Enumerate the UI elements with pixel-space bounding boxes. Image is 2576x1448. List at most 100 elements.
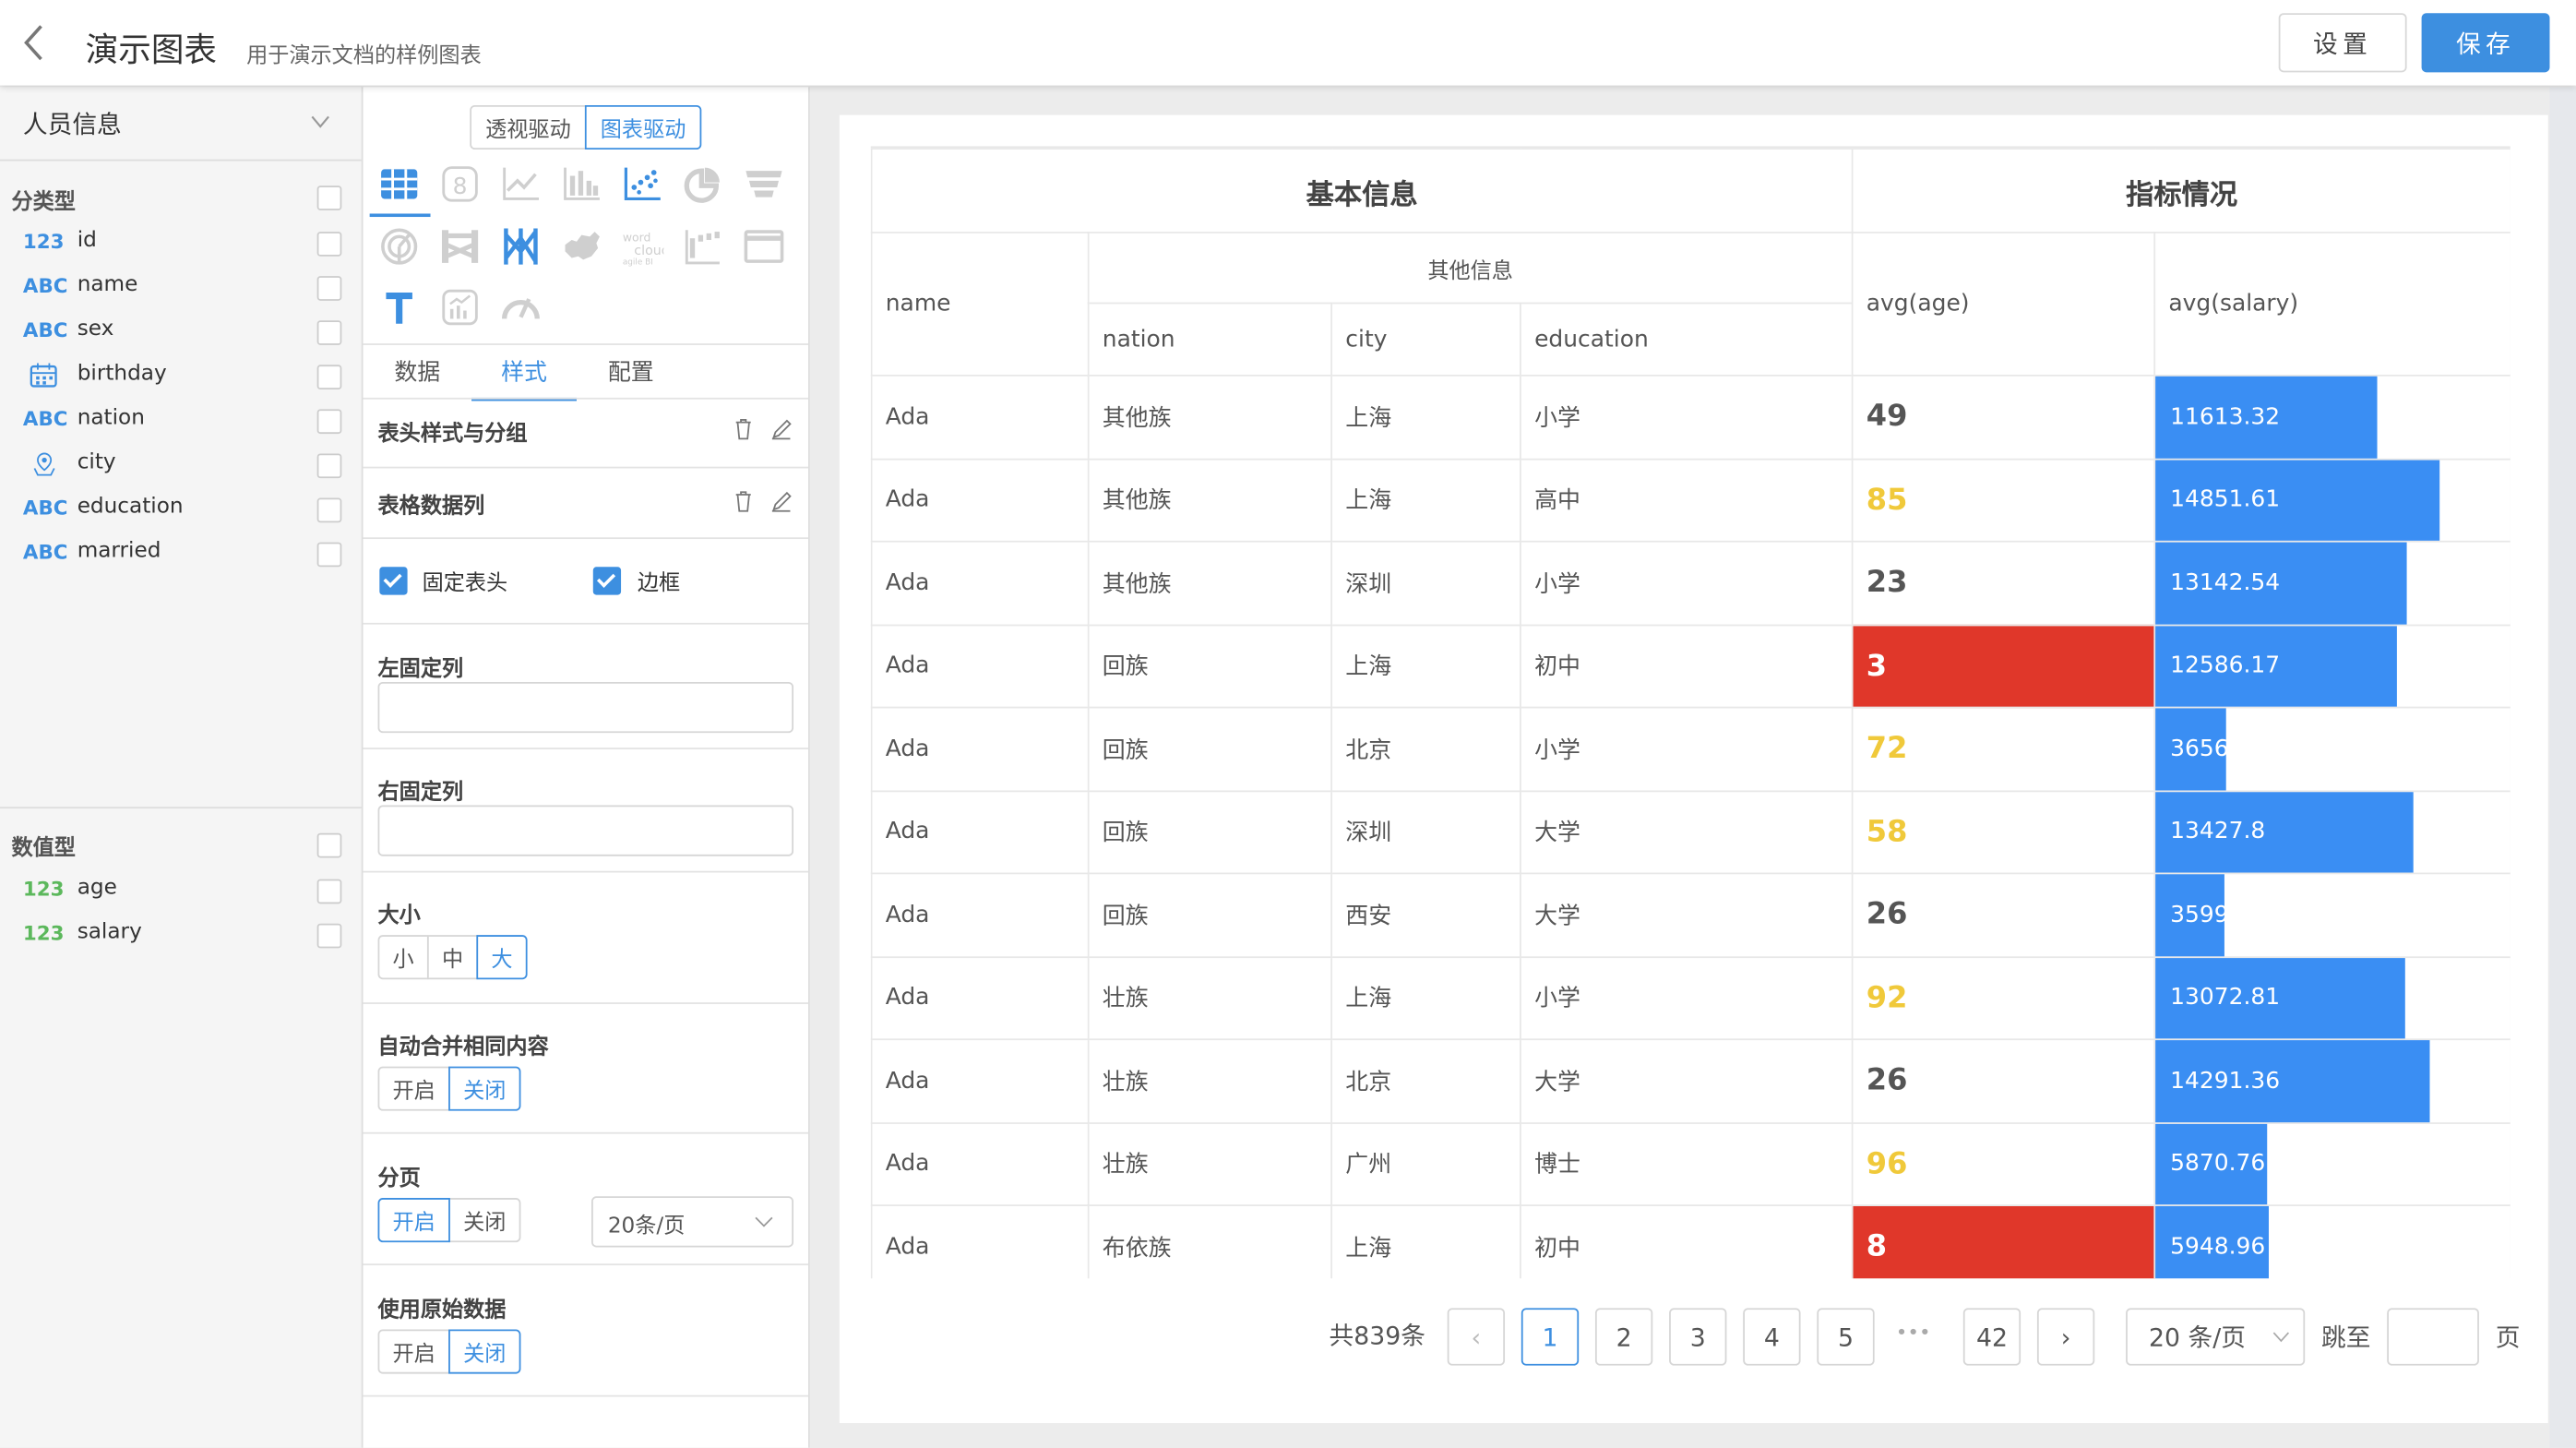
field-checkbox[interactable]: [316, 923, 342, 949]
fixed-header-checkbox[interactable]: [379, 567, 408, 595]
field-item-education[interactable]: ABC education: [0, 488, 362, 533]
divider: [363, 1394, 809, 1397]
save-button[interactable]: 保存: [2421, 13, 2550, 73]
merge-option[interactable]: 开启: [377, 1066, 450, 1111]
sankey-chart-icon[interactable]: [438, 224, 481, 267]
svg-text:cloud: cloud: [634, 243, 663, 257]
field-checkbox[interactable]: [316, 320, 342, 345]
right-fixed-input[interactable]: [377, 805, 794, 856]
column-header-education[interactable]: education: [1520, 302, 1854, 377]
category-select-all-checkbox[interactable]: [316, 185, 342, 210]
field-item-id[interactable]: 123 id: [0, 221, 362, 266]
salary-value: 14291.36: [2170, 1067, 2281, 1095]
field-checkbox[interactable]: [316, 365, 342, 390]
page-button-1[interactable]: 1: [1521, 1308, 1580, 1366]
column-header-avg-salary[interactable]: avg(salary): [2153, 232, 2510, 377]
scrollbar[interactable]: [2549, 87, 2576, 1448]
pie-chart-icon[interactable]: [682, 162, 724, 205]
field-item-city[interactable]: city: [0, 444, 362, 488]
field-checkbox[interactable]: [316, 453, 342, 479]
cell-avg-age: 85: [1851, 457, 2156, 543]
raw-data-toggle: 开启 关闭: [377, 1329, 521, 1374]
tab-config[interactable]: 配置: [607, 359, 654, 387]
back-chevron-icon[interactable]: [19, 23, 45, 63]
page-button-5[interactable]: 5: [1817, 1308, 1875, 1366]
page-button-last[interactable]: 42: [1962, 1308, 2021, 1366]
merge-option[interactable]: 关闭: [448, 1066, 521, 1111]
waterfall-chart-icon[interactable]: [682, 224, 724, 267]
border-checkbox[interactable]: [592, 567, 622, 595]
column-header-name[interactable]: name: [870, 232, 1090, 377]
radar-chart-icon[interactable]: [378, 224, 421, 267]
mode-pivot-tab[interactable]: 透视驱动: [470, 104, 587, 150]
data-table-scroll[interactable]: 基本信息 指标情况 name 其他信息 avg(age) avg(salary)…: [870, 146, 2510, 1279]
pagination-ellipsis[interactable]: •••: [1895, 1321, 1931, 1345]
field-item-nation[interactable]: ABC nation: [0, 400, 362, 444]
field-checkbox[interactable]: [316, 497, 342, 523]
divider: [363, 466, 809, 469]
column-header-nation[interactable]: nation: [1087, 302, 1333, 377]
field-checkbox[interactable]: [316, 232, 342, 257]
next-page-button[interactable]: ›: [2036, 1308, 2095, 1366]
size-option[interactable]: 中: [426, 935, 479, 980]
raw-data-option[interactable]: 开启: [377, 1329, 450, 1374]
paging-option[interactable]: 关闭: [448, 1198, 521, 1243]
field-checkbox[interactable]: [316, 542, 342, 568]
field-item-salary[interactable]: 123 salary: [0, 914, 362, 958]
tab-data[interactable]: 数据: [394, 359, 441, 387]
delete-icon[interactable]: [733, 417, 754, 440]
field-item-birthday[interactable]: birthday: [0, 355, 362, 400]
page-size-select[interactable]: 20条/页: [591, 1196, 794, 1248]
column-header-avg-age[interactable]: avg(age): [1851, 232, 2156, 377]
page-size-dropdown[interactable]: 20 条/页: [2126, 1308, 2306, 1366]
bar-chart-icon[interactable]: [560, 162, 602, 205]
iframe-icon[interactable]: [743, 224, 785, 267]
cell-avg-age: 58: [1851, 789, 2156, 875]
page-button-3[interactable]: 3: [1669, 1308, 1727, 1366]
size-option[interactable]: 小: [377, 935, 429, 980]
field-item-name[interactable]: ABC name: [0, 266, 362, 310]
scatter-chart-icon[interactable]: [621, 162, 663, 205]
field-checkbox[interactable]: [316, 879, 342, 904]
raw-data-option[interactable]: 关闭: [448, 1329, 521, 1374]
paging-option[interactable]: 开启: [377, 1198, 450, 1243]
table-card: 基本信息 指标情况 name 其他信息 avg(age) avg(salary)…: [839, 114, 2548, 1423]
gauge-chart-icon[interactable]: [499, 286, 542, 329]
size-option[interactable]: 大: [476, 935, 528, 980]
field-name: education: [77, 494, 184, 520]
salary-bar: [2155, 957, 2406, 1039]
table-chart-icon[interactable]: [378, 162, 421, 205]
field-checkbox[interactable]: [316, 276, 342, 301]
field-item-married[interactable]: ABC married: [0, 533, 362, 577]
delete-icon[interactable]: [733, 490, 754, 513]
parallel-chart-icon[interactable]: [499, 224, 542, 267]
edit-icon[interactable]: [770, 417, 792, 440]
cell-city: 北京: [1330, 1038, 1521, 1124]
cell-nation: 壮族: [1087, 1121, 1333, 1206]
numeric-select-all-checkbox[interactable]: [316, 832, 342, 858]
number-card-icon[interactable]: 8: [438, 162, 481, 205]
field-item-sex[interactable]: ABC sex: [0, 311, 362, 355]
field-name: nation: [77, 405, 145, 431]
kpi-chart-icon[interactable]: [438, 286, 481, 329]
edit-icon[interactable]: [770, 490, 792, 513]
column-header-city[interactable]: city: [1330, 302, 1521, 377]
tab-style[interactable]: 样式: [471, 350, 577, 401]
jump-page-input[interactable]: [2387, 1308, 2479, 1366]
field-item-age[interactable]: 123 age: [0, 869, 362, 914]
page-button-4[interactable]: 4: [1743, 1308, 1801, 1366]
cell-education: 大学: [1520, 789, 1854, 875]
funnel-chart-icon[interactable]: [743, 162, 785, 205]
word-cloud-icon[interactable]: wordcloudagile BI: [621, 224, 670, 267]
mode-chart-tab[interactable]: 图表驱动: [584, 104, 702, 150]
text-chart-icon[interactable]: [378, 286, 421, 329]
field-checkbox[interactable]: [316, 409, 342, 435]
dataset-selector[interactable]: 人员信息: [0, 87, 362, 162]
china-map-icon[interactable]: [560, 224, 602, 267]
page-button-2[interactable]: 2: [1594, 1308, 1653, 1366]
page-subtitle: 用于演示文档的样例图表: [246, 44, 482, 69]
left-fixed-input[interactable]: [377, 681, 794, 734]
line-chart-icon[interactable]: [499, 162, 542, 205]
settings-button[interactable]: 设置: [2278, 13, 2407, 73]
prev-page-button[interactable]: ‹: [1447, 1308, 1506, 1366]
